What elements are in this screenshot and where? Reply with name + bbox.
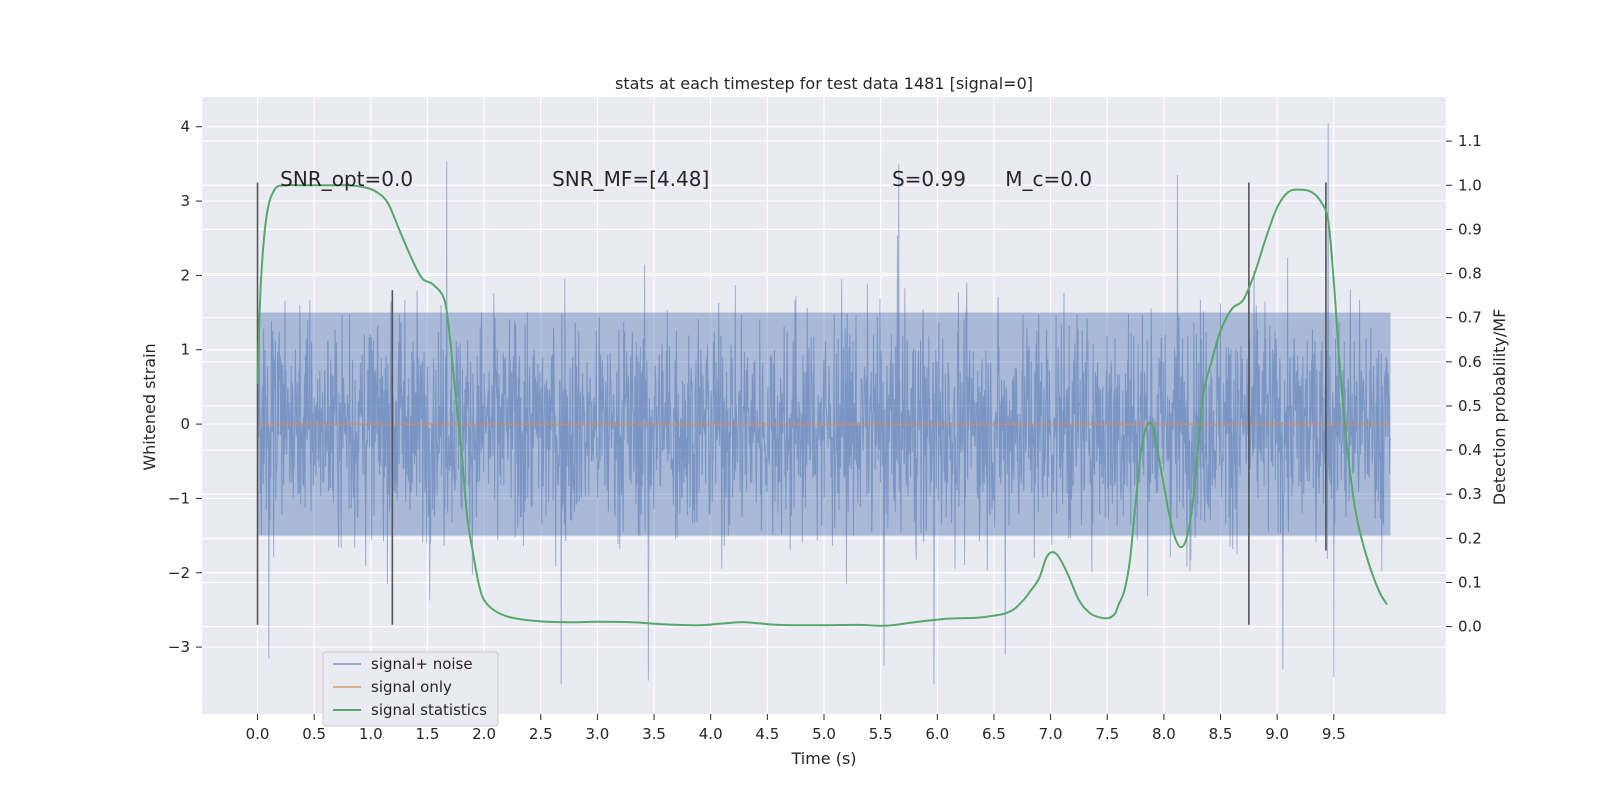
x-tick-label: 4.5 [755,725,779,743]
x-ticks: 0.0 0.5 1.0 1.5 2.0 2.5 3.0 3.5 4.0 4.5 5.0 5.5 6.0 6… [246,714,1346,743]
annotation-mc-value: M_c=0.0 [1005,167,1092,191]
y-tick-label: 4 [180,118,190,136]
x-tick-label: 5.5 [869,725,893,743]
y-tick-label: 1 [180,341,190,359]
chart-title: stats at each timestep for test data 148… [615,74,1033,93]
x-tick-label: 6.0 [925,725,949,743]
x-tick-label: 8.5 [1209,725,1233,743]
y-right-tick-label: 0.7 [1458,309,1482,327]
y-right-tick-label: 0.2 [1458,529,1482,547]
y-tick-label: 0 [180,415,190,433]
noise-trace [257,123,1391,685]
x-tick-label: 3.0 [585,725,609,743]
y-tick-label: −3 [168,638,190,656]
annotation-snr-mf: SNR_MF=[4.48] [552,167,709,191]
annotation-s-value: S=0.99 [892,167,966,191]
signal-statistics-series [256,183,1388,627]
y-ticks-left: −3 −2 −1 0 1 2 3 4 [168,118,202,656]
x-tick-label: 9.5 [1322,725,1346,743]
x-tick-label: 5.0 [812,725,836,743]
x-tick-label: 7.5 [1095,725,1119,743]
y-right-tick-label: 0.0 [1458,618,1482,636]
x-tick-label: 1.0 [359,725,383,743]
y-tick-label: 2 [180,266,190,284]
x-tick-label: 7.0 [1039,725,1063,743]
x-axis-label: Time (s) [790,749,856,768]
x-tick-label: 6.5 [982,725,1006,743]
y-tick-label: 3 [180,192,190,210]
y-right-tick-label: 1.0 [1458,176,1482,194]
x-tick-label: 4.0 [699,725,723,743]
y-axis-label-left: Whitened strain [140,343,159,470]
legend-label-signal: signal only [371,678,452,696]
annotation-snr-opt: SNR_opt=0.0 [280,167,413,191]
x-tick-label: 2.5 [529,725,553,743]
y-right-tick-label: 1.1 [1458,132,1482,150]
y-axis-label-right: Detection probability/MF [1490,309,1509,506]
marker-lines [256,182,1327,625]
signal-statistics-curve [256,183,1388,627]
y-right-tick-label: 0.4 [1458,441,1482,459]
y-tick-label: −1 [168,489,190,507]
y-tick-label: −2 [168,564,190,582]
x-tick-label: 8.0 [1152,725,1176,743]
annotations: SNR_opt=0.0 SNR_MF=[4.48] S=0.99 M_c=0.0 [280,167,1092,191]
y-ticks-right: 0.0 0.1 0.2 0.3 0.4 0.5 0.6 0.7 0.8 0.9 1.0 1.1 [1446,132,1482,636]
y-right-tick-label: 0.3 [1458,485,1482,503]
x-tick-label: 2.0 [472,725,496,743]
y-right-tick-label: 0.1 [1458,573,1482,591]
y-right-tick-label: 0.5 [1458,397,1482,415]
y-right-tick-label: 0.8 [1458,265,1482,283]
x-tick-label: 9.0 [1265,725,1289,743]
legend: signal+ noise signal only signal statist… [322,651,499,727]
legend-box [322,651,499,727]
x-tick-label: 1.5 [416,725,440,743]
x-tick-label: 3.5 [642,725,666,743]
x-tick-label: 0.0 [246,725,270,743]
legend-label-noise: signal+ noise [371,655,473,673]
y-right-tick-label: 0.9 [1458,220,1482,238]
x-tick-label: 0.5 [302,725,326,743]
legend-label-stats: signal statistics [371,701,487,719]
y-right-tick-label: 0.6 [1458,353,1482,371]
